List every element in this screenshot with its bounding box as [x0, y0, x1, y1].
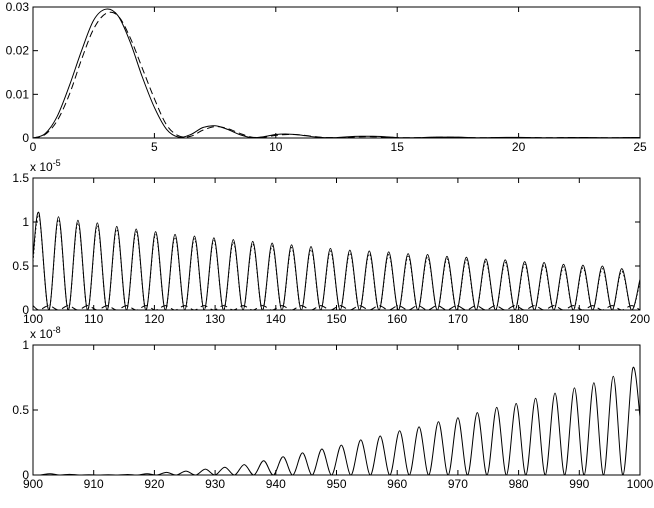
x-tick-label: 990	[569, 477, 589, 491]
x-tick-label: 920	[144, 477, 164, 491]
axes-frame	[32, 177, 641, 311]
axes-background	[33, 345, 640, 475]
x-tick-label: 120	[144, 312, 164, 326]
x-tick-label: 5	[151, 140, 158, 154]
subplot: 100 110 120 130 140 150 160 170 180 190 200 0 0.5 1 1.…	[12, 158, 650, 326]
y-tick-label: 0.01	[6, 87, 30, 101]
x-tick-label: 180	[509, 312, 529, 326]
series-line	[33, 305, 640, 310]
y-multiplier-exponent: -5	[53, 158, 61, 168]
y-tick-label: 0.03	[6, 0, 30, 14]
x-tick-label: 170	[448, 312, 468, 326]
x-tick-label: 160	[387, 312, 407, 326]
y-tick-label: 1.5	[12, 171, 29, 185]
x-tick-label: 130	[205, 312, 225, 326]
y-multiplier: x 10-8	[30, 325, 61, 341]
x-tick-label: 910	[84, 477, 104, 491]
x-tick-label: 0	[30, 140, 37, 154]
x-tick-label: 900	[23, 477, 43, 491]
y-tick-label: 0	[22, 303, 29, 317]
x-tick-label: 940	[266, 477, 286, 491]
x-tick-label: 980	[509, 477, 529, 491]
x-tick-label: 970	[448, 477, 468, 491]
x-tick-label: 25	[633, 140, 647, 154]
subplot: 900 910 920 930 940 950 960 970 980 990 1000 0 0.5 1x…	[12, 325, 653, 491]
axes-frame	[32, 6, 641, 139]
y-multiplier-base: x 10	[30, 160, 53, 174]
y-multiplier-exponent: -8	[53, 325, 61, 335]
x-tick-label: 110	[84, 312, 103, 326]
x-tick-label: 1000	[627, 477, 654, 491]
y-multiplier: x 10-5	[30, 158, 61, 174]
y-tick-label: 1	[22, 338, 29, 352]
x-tick-label: 950	[326, 477, 346, 491]
x-tick-label: 960	[387, 477, 407, 491]
y-tick-label: 0	[22, 131, 29, 145]
y-tick-label: 0.02	[6, 44, 30, 58]
axes-frame	[32, 344, 641, 476]
subplot: 0 5 10 15 20 25 0 0.01 0.02 0.03	[6, 0, 647, 154]
axes-background	[33, 7, 640, 138]
x-tick-label: 140	[266, 312, 286, 326]
y-tick-label: 1	[22, 215, 29, 229]
x-tick-label: 15	[391, 140, 405, 154]
x-tick-label: 190	[569, 312, 589, 326]
x-tick-label: 100	[23, 312, 43, 326]
series-line	[33, 214, 640, 310]
x-tick-label: 150	[326, 312, 346, 326]
y-tick-label: 0.5	[12, 403, 29, 417]
y-tick-label: 0.5	[12, 259, 29, 273]
x-tick-label: 20	[512, 140, 526, 154]
y-tick-label: 0	[22, 468, 29, 482]
y-multiplier-base: x 10	[30, 327, 53, 341]
x-tick-label: 200	[630, 312, 650, 326]
x-tick-label: 10	[269, 140, 283, 154]
x-tick-label: 930	[205, 477, 225, 491]
